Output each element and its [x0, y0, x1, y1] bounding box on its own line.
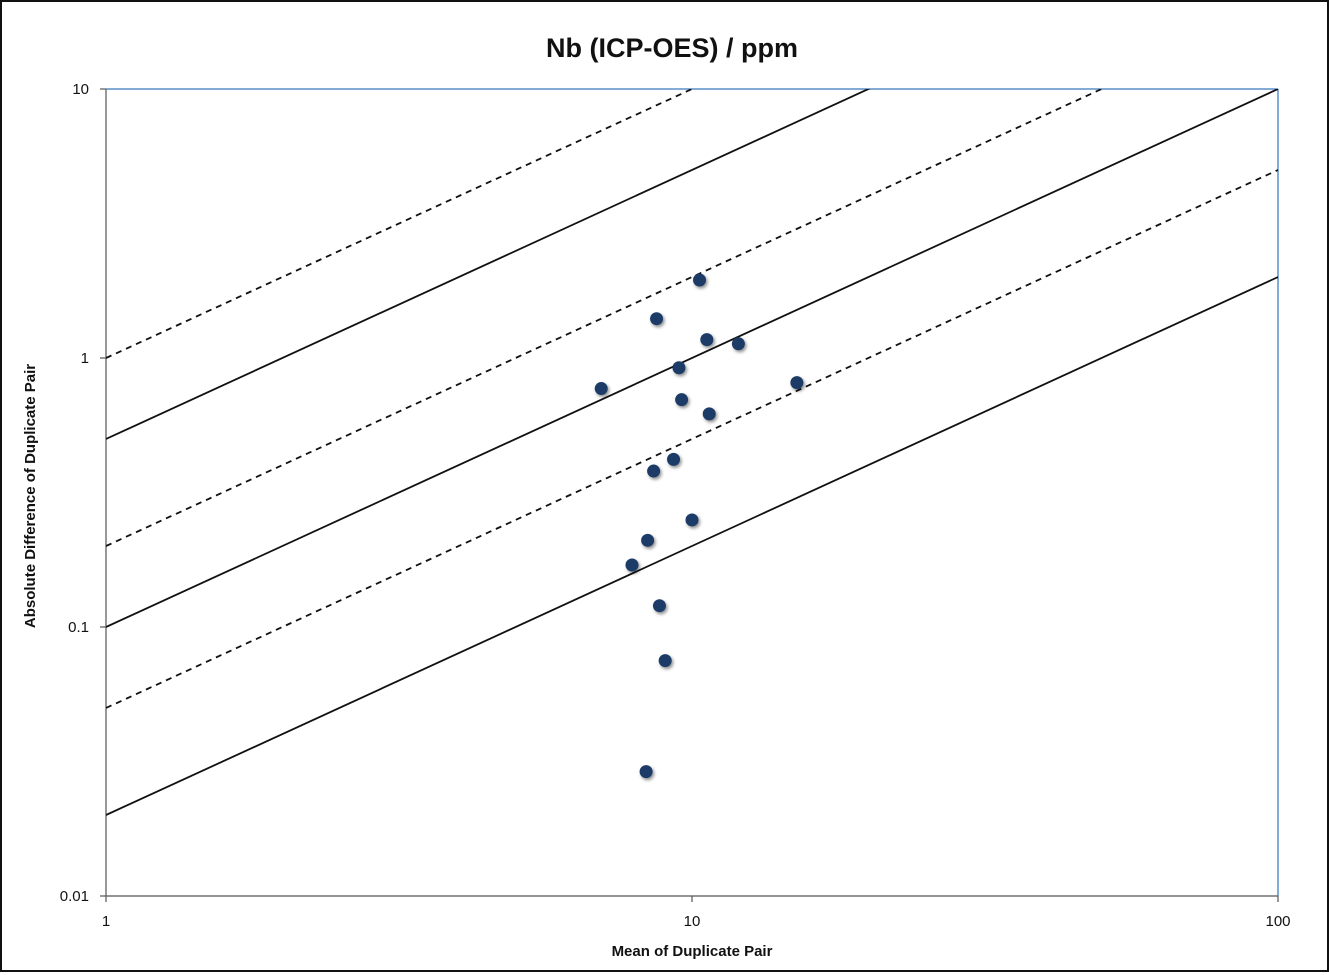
reference-line-dashed	[106, 169, 1278, 709]
reference-line-dashed	[106, 89, 1104, 547]
reference-line-solid	[106, 276, 1278, 816]
data-point	[625, 558, 639, 572]
x-tick-label: 10	[684, 913, 701, 930]
data-point	[652, 599, 666, 613]
data-point	[658, 654, 672, 668]
x-tick-label: 100	[1265, 913, 1290, 930]
y-tick-label: 10	[72, 81, 89, 98]
data-point	[693, 273, 707, 287]
data-point	[675, 393, 689, 407]
data-point	[647, 464, 661, 478]
plot-area: 1 10 100 0.01 0.1 1 10	[60, 81, 1291, 930]
data-points	[594, 273, 804, 779]
reference-line-solid	[106, 89, 1278, 628]
y-axis-label: Absolute Difference of Duplicate Pair	[22, 364, 39, 628]
x-tick-label: 1	[102, 913, 110, 930]
y-tick-label: 1	[81, 350, 89, 367]
data-point	[790, 376, 804, 390]
data-point	[639, 765, 653, 779]
data-point	[641, 533, 655, 547]
reference-line-dashed	[106, 89, 695, 359]
data-point	[667, 452, 681, 466]
reference-lines	[106, 89, 1278, 816]
reference-line-solid	[106, 89, 871, 440]
data-point	[594, 382, 608, 396]
chart-title: Nb (ICP-OES) / ppm	[546, 33, 798, 63]
y-tick-label: 0.1	[68, 619, 89, 636]
data-point	[672, 361, 686, 375]
data-point	[731, 337, 745, 351]
data-point	[702, 407, 716, 421]
x-axis-label: Mean of Duplicate Pair	[612, 943, 773, 960]
data-point	[650, 312, 664, 326]
data-point	[700, 333, 714, 347]
y-tick-label: 0.01	[60, 888, 89, 905]
data-point	[685, 513, 699, 527]
